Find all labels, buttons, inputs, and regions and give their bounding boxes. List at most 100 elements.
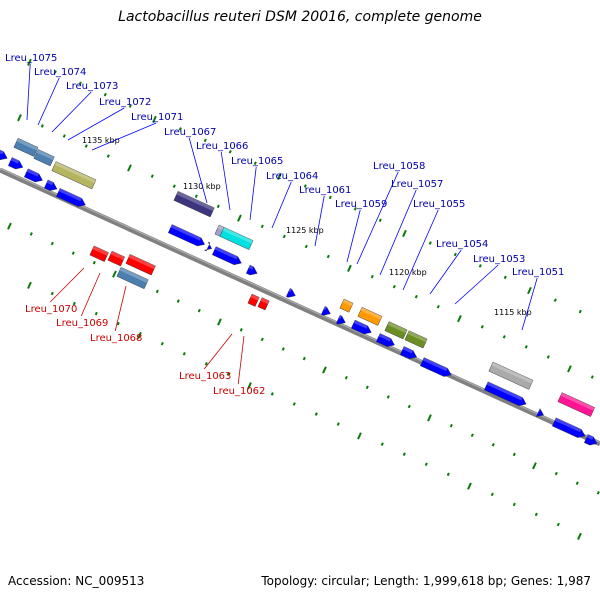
cds-gene-body xyxy=(167,224,206,247)
cds-gene xyxy=(583,434,598,446)
tick-mark xyxy=(260,337,264,342)
tick-mark xyxy=(239,328,243,332)
tick-mark xyxy=(567,365,572,373)
reverse-gene xyxy=(107,250,126,267)
kbp-label: 1115 kbp xyxy=(494,308,532,317)
tick-mark xyxy=(281,347,285,351)
tick-mark xyxy=(260,224,264,229)
tick-mark xyxy=(357,432,362,440)
tick-mark xyxy=(428,241,432,245)
cds-gene-shine xyxy=(378,333,391,342)
cds-gene xyxy=(167,224,206,247)
tick-mark xyxy=(467,482,472,490)
cds-gene xyxy=(375,333,395,347)
cds-gene-shine xyxy=(353,320,368,329)
reverse-gene-body xyxy=(89,245,109,262)
tick-mark xyxy=(127,164,132,172)
tick-mark xyxy=(94,311,98,316)
feature-gene xyxy=(339,298,354,313)
gene-label: Lreu_1073 xyxy=(66,81,118,92)
tick-mark xyxy=(546,355,550,359)
tick-mark xyxy=(7,222,12,230)
cds-gene xyxy=(399,346,417,359)
gene-label: Lreu_1071 xyxy=(131,112,183,123)
cds-gene-body xyxy=(483,381,527,406)
tick-mark xyxy=(27,58,32,66)
feature-gene-body xyxy=(219,226,254,250)
gene-leader-line xyxy=(314,195,325,247)
gene-leader-line xyxy=(356,171,399,265)
cds-gene xyxy=(7,157,24,170)
tick-mark xyxy=(53,70,57,74)
gene-leader-line xyxy=(91,122,157,151)
cds-gene-shine xyxy=(46,179,54,186)
feature-gene-body xyxy=(13,137,39,157)
cds-gene-shine xyxy=(422,357,448,372)
feature-gene-shine xyxy=(222,227,254,244)
tick-mark xyxy=(336,422,340,426)
tick-mark xyxy=(480,325,484,329)
gene-label: Lreu_1068 xyxy=(90,333,142,344)
tick-mark xyxy=(578,309,582,314)
tick-mark xyxy=(470,433,474,438)
cds-gene-body xyxy=(0,149,8,161)
reverse-gene-body xyxy=(247,293,260,307)
tick-mark xyxy=(424,462,428,467)
tick-mark xyxy=(84,144,88,148)
feature-gene-body xyxy=(33,149,55,167)
gene-leader-line xyxy=(249,166,257,221)
accession-label: Accession: NC_009513 xyxy=(8,574,145,588)
tick-mark xyxy=(414,294,418,299)
cds-gene-body xyxy=(23,168,43,183)
cds-gene xyxy=(203,241,213,252)
gene-label: Lreu_1070 xyxy=(25,304,77,315)
feature-gene-shine xyxy=(176,191,215,212)
tick-mark xyxy=(596,490,600,495)
tick-mark xyxy=(512,452,516,457)
tick-mark xyxy=(40,124,44,128)
cds-gene-body xyxy=(350,319,372,335)
cds-gene-body xyxy=(535,408,544,417)
cds-gene-body xyxy=(375,333,395,347)
feature-gene-shine xyxy=(387,321,408,334)
tick-mark xyxy=(534,512,538,517)
cds-gene-shine xyxy=(0,150,4,155)
tick-mark xyxy=(216,204,220,209)
tick-mark xyxy=(457,314,462,323)
tick-mark xyxy=(490,492,494,497)
reverse-gene-body xyxy=(257,297,270,311)
tick-mark xyxy=(303,184,307,188)
tick-mark xyxy=(524,345,528,349)
gene-label: Lreu_1074 xyxy=(34,67,86,78)
gene-leader-line xyxy=(521,277,538,331)
cds-gene-body xyxy=(285,288,296,298)
tick-mark xyxy=(365,385,369,390)
tick-mark xyxy=(427,414,432,422)
feature-gene xyxy=(173,190,215,218)
tick-mark xyxy=(314,412,318,416)
tick-mark xyxy=(50,291,54,296)
cds-gene xyxy=(245,264,258,276)
tick-mark xyxy=(194,194,198,199)
tick-mark xyxy=(322,366,327,374)
feature-gene xyxy=(557,392,596,417)
gene-leader-line xyxy=(346,209,361,263)
feature-gene xyxy=(404,330,428,349)
cds-gene-shine xyxy=(58,188,82,202)
gene-label: Lreu_1067 xyxy=(164,127,216,138)
reverse-gene-shine xyxy=(110,251,125,261)
feature-gene-shine xyxy=(491,362,534,384)
cds-gene-body xyxy=(335,314,346,325)
cds-gene-shine xyxy=(248,265,254,270)
cds-gene xyxy=(55,188,86,207)
gene-label: Lreu_1053 xyxy=(473,254,525,265)
feature-gene-shine xyxy=(407,330,428,343)
tick-mark xyxy=(17,114,22,122)
tick-mark xyxy=(402,229,407,238)
reverse-gene-shine xyxy=(260,297,270,305)
tick-mark xyxy=(176,299,180,303)
feature-gene-shine xyxy=(560,392,595,411)
gene-leader-line xyxy=(114,285,127,332)
tick-mark xyxy=(282,234,286,239)
